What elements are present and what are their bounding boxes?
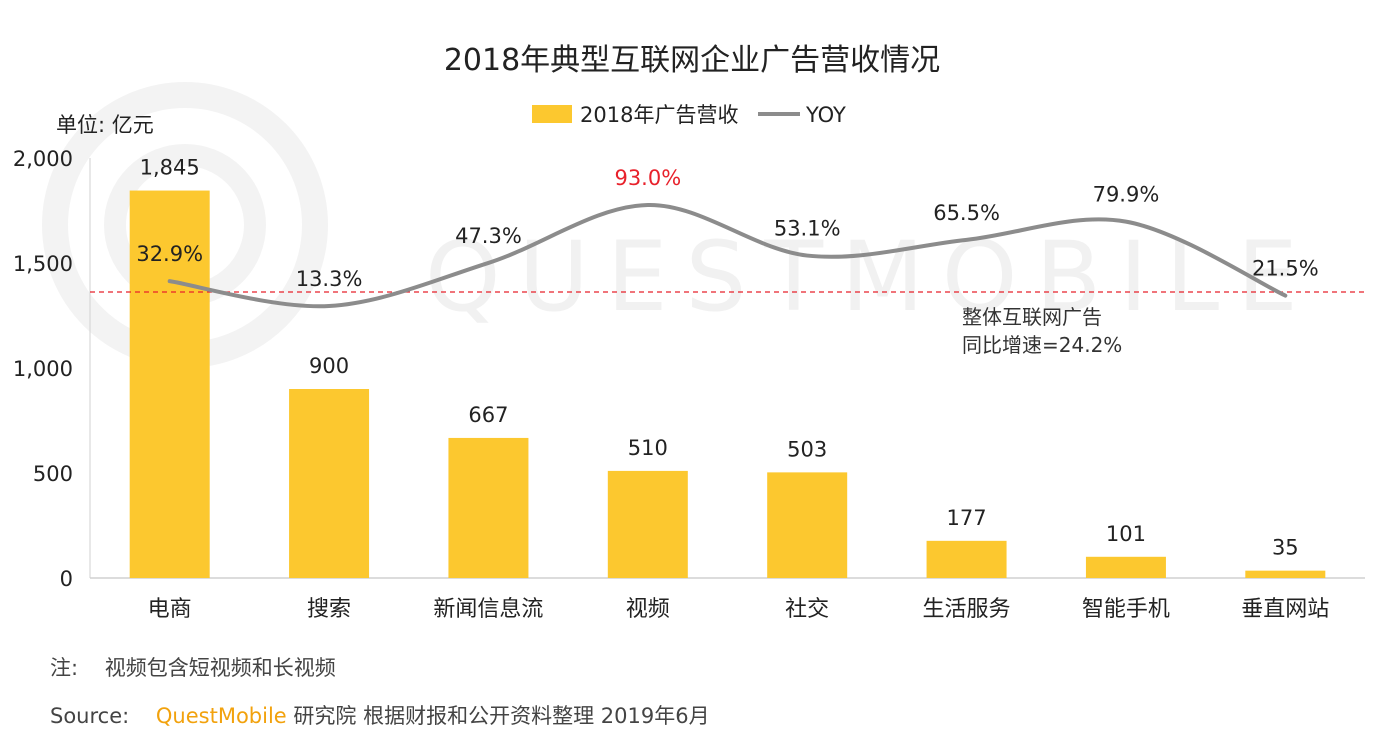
y-tick-label: 1,500 [13,252,73,276]
bar [448,437,529,578]
category-label: 搜索 [307,597,351,622]
source-text: 研究院 根据财报和公开资料整理 2019年6月 [293,704,710,728]
bar [607,470,688,578]
footnote-label: 注: [50,656,79,680]
bars [129,190,1326,579]
chart-title: 2018年典型互联网企业广告营收情况 [444,43,940,78]
watermark: QUESTMOBILE [42,82,1316,368]
bar [289,389,370,578]
yoy-label: 79.9% [1093,183,1160,207]
source-label: Source: [50,704,130,728]
source-line: Source: QuestMobile 研究院 根据财报和公开资料整理 2019… [50,700,710,730]
reference-label-line2: 同比增速=24.2% [962,333,1122,357]
reference-label-line1: 整体互联网广告 [962,305,1102,329]
category-label: 电商 [148,597,192,622]
legend-swatch-bar [532,105,572,123]
bar-value-labels: 1,845 900 667 510 503 177 101 35 [140,156,1299,560]
legend-label-bar: 2018年广告营收 [580,103,738,127]
yoy-label: 32.9% [136,242,203,266]
bar-value-label: 177 [947,506,987,530]
y-tick-label: 500 [33,462,73,486]
yoy-label: 47.3% [455,224,522,248]
y-tick-label: 0 [60,567,73,591]
y-axis-ticks: 0 500 1,000 1,500 2,000 [13,147,73,591]
bar-value-label: 510 [628,436,668,460]
category-label: 智能手机 [1082,597,1170,622]
y-tick-label: 1,000 [13,357,73,381]
category-labels: 电商 搜索 新闻信息流 视频 社交 生活服务 智能手机 垂直网站 [148,597,1330,622]
category-label: 生活服务 [923,597,1011,622]
category-label: 新闻信息流 [433,597,543,622]
yoy-value-labels: 32.9% 13.3% 47.3% 93.0% 53.1% 65.5% 79.9% 21.5% [136,166,1318,291]
category-label: 垂直网站 [1241,597,1329,622]
unit-label: 单位: 亿元 [56,113,154,137]
source-brand: QuestMobile [155,704,287,728]
category-label: 社交 [785,597,829,622]
bar-value-label: 900 [309,354,349,378]
bar [1245,570,1326,578]
bar [1085,556,1166,578]
bar [129,190,210,579]
legend: 2018年广告营收 YOY [532,103,846,127]
bar-value-label: 667 [468,403,508,427]
yoy-label: 65.5% [933,201,1000,225]
category-label: 视频 [626,597,670,622]
bar [926,540,1007,578]
yoy-line [167,202,1288,309]
yoy-label: 21.5% [1252,257,1319,281]
watermark-text: QUESTMOBILE [425,221,1316,333]
yoy-label: 93.0% [614,166,681,190]
footnote: 注: 视频包含短视频和长视频 [50,652,336,682]
yoy-label: 53.1% [774,217,841,241]
bar-value-label: 101 [1106,522,1146,546]
bar-value-label: 35 [1272,536,1299,560]
chart: QUESTMOBILE 2018年典型互联网企业广告营收情况 2018年广告营收… [13,43,1365,622]
yoy-label: 13.3% [296,267,363,291]
bar-value-label: 503 [787,437,827,461]
y-tick-label: 2,000 [13,147,73,171]
legend-label-line: YOY [805,103,846,127]
footnote-text: 视频包含短视频和长视频 [104,656,336,680]
bar-value-label: 1,845 [140,156,200,180]
bar [767,472,848,578]
